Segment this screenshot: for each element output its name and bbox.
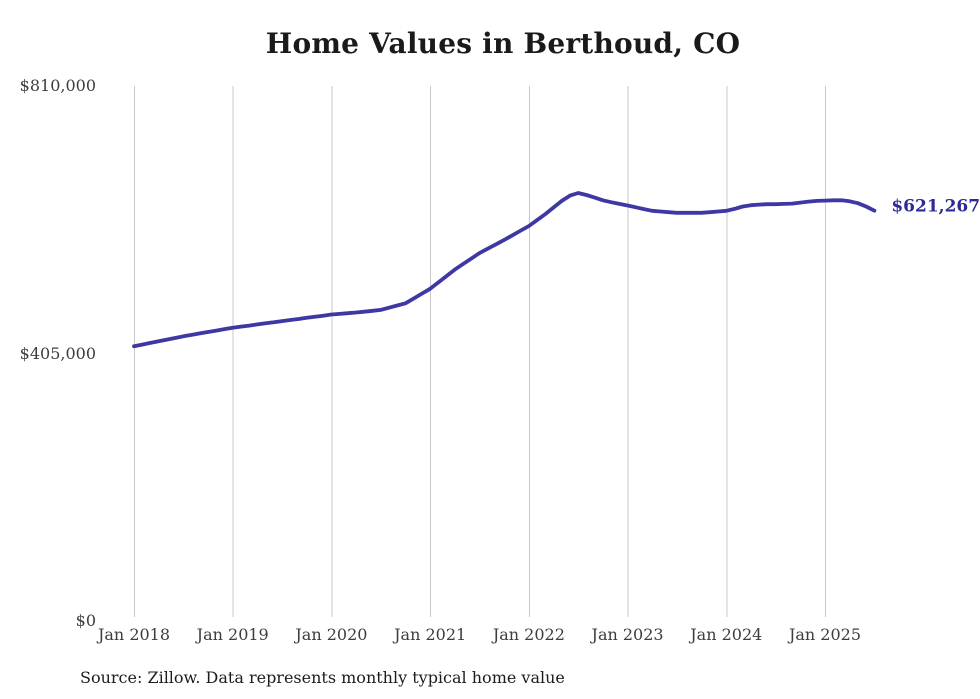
gridlines-group <box>134 86 826 617</box>
y-axis-label: $810,000 <box>19 76 96 96</box>
chart-title: Home Values in Berthoud, CO <box>265 27 741 60</box>
x-axis-label: Jan 2022 <box>492 625 565 644</box>
x-axis-label: Jan 2025 <box>788 625 862 644</box>
x-axis-label: Jan 2018 <box>97 625 171 644</box>
y-axis-label: $405,000 <box>19 343 96 363</box>
x-axis-label: Jan 2023 <box>591 625 664 644</box>
y-axis-label: $0 <box>75 611 96 631</box>
x-axis-label: Jan 2020 <box>295 625 368 644</box>
end-value-label: $621,267 <box>891 196 980 217</box>
home-value-line <box>132 191 877 349</box>
x-axis-label: Jan 2024 <box>690 625 763 644</box>
source-note: Source: Zillow. Data represents monthly … <box>80 668 565 687</box>
x-axis-label: Jan 2019 <box>196 625 269 644</box>
x-axis-label: Jan 2021 <box>394 625 467 644</box>
